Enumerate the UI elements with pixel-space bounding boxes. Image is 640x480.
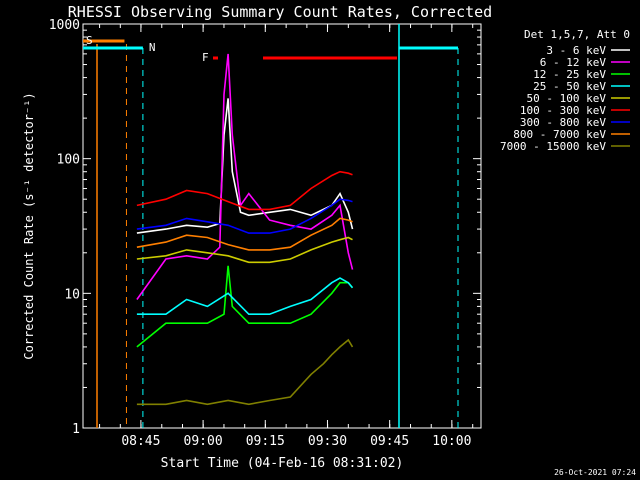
timestamp: 26-Oct-2021 07:24 [554, 468, 636, 477]
legend-title: Det 1,5,7, Att 0 [524, 28, 630, 41]
y-axis: 1 10 100 1000 [49, 18, 481, 437]
flag-f-label: F [202, 51, 209, 64]
series-lines [136, 53, 354, 406]
x-tick-label: 09:30 [308, 434, 347, 449]
flag-n-label: N [149, 41, 156, 54]
y-tick-label: 10 [64, 287, 80, 302]
legend-label: 7000 - 15000 keV [500, 140, 606, 153]
x-tick-label: 09:00 [184, 434, 223, 449]
x-tick-label: 10:00 [432, 434, 471, 449]
series-line-3 [136, 265, 354, 348]
series-line-6 [136, 170, 353, 211]
series-line-4 [136, 277, 354, 316]
series-line-2 [136, 53, 354, 300]
x-tick-label: 09:45 [370, 434, 409, 449]
legend-label: 12 - 25 keV [533, 68, 606, 81]
flag-s-label: S [86, 34, 93, 47]
x-tick-label: 09:15 [246, 434, 285, 449]
y-tick-label: 1 [72, 422, 80, 437]
chart-title: RHESSI Observing Summary Count Rates, Co… [68, 3, 492, 21]
legend-label: 3 - 6 keV [546, 44, 606, 57]
y-tick-label: 100 [57, 153, 80, 168]
series-line-5 [136, 236, 353, 264]
series-line-8 [136, 217, 353, 251]
series-line-7 [136, 198, 353, 234]
flag-markers: S N F [83, 24, 459, 428]
legend-label: 300 - 800 keV [520, 116, 606, 129]
x-axis: 08:45 09:00 09:15 09:30 09:45 10:00 [99, 24, 474, 449]
series-line-9 [136, 338, 354, 406]
legend-label: 800 - 7000 keV [513, 128, 606, 141]
legend-label: 50 - 100 keV [527, 92, 607, 105]
legend-label: 25 - 50 keV [533, 80, 606, 93]
x-tick-label: 08:45 [121, 434, 160, 449]
y-tick-label: 1000 [49, 18, 80, 33]
series-line-1 [136, 98, 354, 234]
legend-label: 100 - 300 keV [520, 104, 606, 117]
plot-area [82, 23, 482, 429]
x-axis-label: Start Time (04-Feb-16 08:31:02) [161, 456, 404, 471]
y-axis-label: Corrected Count Rate (s⁻¹ detector⁻¹) [22, 92, 36, 359]
legend-label: 6 - 12 keV [540, 56, 607, 69]
